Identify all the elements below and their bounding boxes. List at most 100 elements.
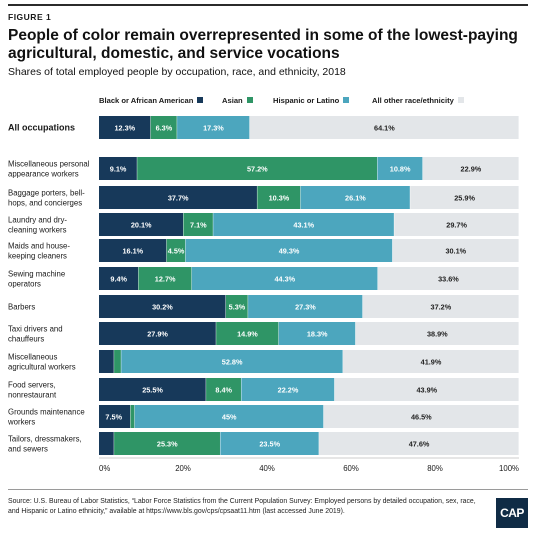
row-label: operators xyxy=(8,280,41,289)
data-label-hispanic: 43.1% xyxy=(293,220,314,229)
row-label: Maids and house- xyxy=(8,242,70,251)
data-label-other: 25.9% xyxy=(454,193,475,202)
bar-segment-hispanic xyxy=(241,378,335,401)
bar-segment-black xyxy=(99,432,114,455)
data-label-asian: 6.3% xyxy=(156,123,173,132)
bar-segment-asian xyxy=(137,157,378,180)
bar-segment-hispanic xyxy=(134,405,324,428)
bar-segment-other xyxy=(394,213,519,236)
data-label-black: 12.3% xyxy=(114,123,135,132)
legend-item-other: All other race/ethnicity xyxy=(372,96,464,105)
row-label: cleaning workers xyxy=(8,226,67,235)
data-label-black: 20.1% xyxy=(131,220,152,229)
bar-segment-black xyxy=(99,405,131,428)
x-tick-label: 40% xyxy=(259,464,275,473)
bar-segment-hispanic xyxy=(121,350,343,373)
bar-segment-black xyxy=(99,378,206,401)
bar-segment-hispanic xyxy=(177,116,250,139)
row-label: and sewers xyxy=(8,445,48,454)
bar-segment-black xyxy=(99,213,184,236)
data-label-asian: 8.4% xyxy=(215,385,232,394)
legend-swatch-other xyxy=(457,97,464,103)
bar-segment-black xyxy=(99,295,226,318)
bar-segment-asian xyxy=(206,378,241,401)
figure-label: FIGURE 1 xyxy=(8,12,52,22)
data-label-hispanic: 44.3% xyxy=(274,274,295,283)
bar-segment-black xyxy=(99,186,257,209)
data-label-other: 38.9% xyxy=(427,329,448,338)
data-label-other: 29.7% xyxy=(446,220,467,229)
data-label-hispanic: 10.8% xyxy=(390,164,411,173)
row-label: Barbers xyxy=(8,303,35,312)
bar-segment-black xyxy=(99,322,216,345)
row-label: Taxi drivers and xyxy=(8,325,63,334)
legend-label-hispanic: Hispanic or Latino xyxy=(273,96,340,105)
bar-segment-black xyxy=(99,157,137,180)
legend-label-black: Black or African American xyxy=(99,96,194,105)
legend-label-other: All other race/ethnicity xyxy=(372,96,454,105)
row-label: All occupations xyxy=(8,123,75,133)
data-label-asian: 10.3% xyxy=(269,193,290,202)
bar-segment-asian xyxy=(225,295,248,318)
x-tick-label: 60% xyxy=(343,464,359,473)
legend-item-black: Black or African American xyxy=(99,96,204,105)
bar-segment-other xyxy=(334,378,519,401)
bar-segment-asian xyxy=(150,116,177,139)
bar-segment-other xyxy=(249,116,519,139)
data-label-other: 22.9% xyxy=(461,164,482,173)
legend-item-asian: Asian xyxy=(222,96,253,105)
data-label-hispanic: 23.5% xyxy=(259,439,280,448)
bar-segment-hispanic xyxy=(377,157,423,180)
row-label: nonrestaurant xyxy=(8,391,57,400)
data-label-other: 43.9% xyxy=(416,385,437,394)
data-label-hispanic: 22.2% xyxy=(278,385,299,394)
bar-segment-hispanic xyxy=(213,213,394,236)
data-label-asian: 25.3% xyxy=(157,439,178,448)
data-label-black: 16.1% xyxy=(122,246,143,255)
bar-segment-black xyxy=(99,350,114,373)
data-label-black: 25.5% xyxy=(142,385,163,394)
row-label: workers xyxy=(7,418,35,427)
data-label-hispanic: 18.3% xyxy=(307,329,328,338)
bar-segment-other xyxy=(362,295,519,318)
bar-segment-other xyxy=(319,432,519,455)
data-label-other: 46.5% xyxy=(411,412,432,421)
data-label-hispanic: 49.3% xyxy=(279,246,300,255)
row-label: Food servers, xyxy=(8,381,56,390)
legend-item-hispanic: Hispanic or Latino xyxy=(273,96,350,105)
legend-swatch-asian xyxy=(246,97,253,103)
data-label-asian: 7.1% xyxy=(190,220,207,229)
legend-swatch-hispanic xyxy=(343,97,350,103)
data-label-asian: 5.3% xyxy=(229,302,246,311)
row-label: chauffeurs xyxy=(8,335,44,344)
bar-segment-other xyxy=(355,322,519,345)
legend-swatch-black xyxy=(197,97,204,103)
bar-segment-hispanic xyxy=(300,186,410,209)
row-label: keeping cleaners xyxy=(8,252,67,261)
x-tick-label: 100% xyxy=(499,464,519,473)
data-label-other: 47.6% xyxy=(409,439,430,448)
row-label: Grounds maintenance xyxy=(8,408,85,417)
bar-segment-asian xyxy=(114,432,220,455)
bar-segment-asian xyxy=(257,186,301,209)
data-label-other: 64.1% xyxy=(374,123,395,132)
bar-segment-other xyxy=(422,157,519,180)
data-label-hispanic: 26.1% xyxy=(345,193,366,202)
x-tick-label: 80% xyxy=(427,464,443,473)
chart-title: People of color remain overrepresented i… xyxy=(8,27,518,62)
data-label-other: 30.1% xyxy=(445,246,466,255)
row-label: Tailors, dressmakers, xyxy=(8,435,82,444)
row-label: agricultural workers xyxy=(8,363,76,372)
bar-segment-black xyxy=(99,239,167,262)
data-label-black: 9.4% xyxy=(110,274,127,283)
bar-segment-asian xyxy=(114,350,121,373)
data-label-other: 33.6% xyxy=(438,274,459,283)
data-label-hispanic: 17.3% xyxy=(203,123,224,132)
source-note: Source: U.S. Bureau of Labor Statistics,… xyxy=(8,498,476,515)
row-label: Laundry and dry- xyxy=(8,216,67,225)
row-label: Miscellaneous xyxy=(8,353,58,362)
data-label-black: 37.7% xyxy=(168,193,189,202)
data-label-black: 7.5% xyxy=(105,412,122,421)
bar-segment-black xyxy=(99,267,139,290)
